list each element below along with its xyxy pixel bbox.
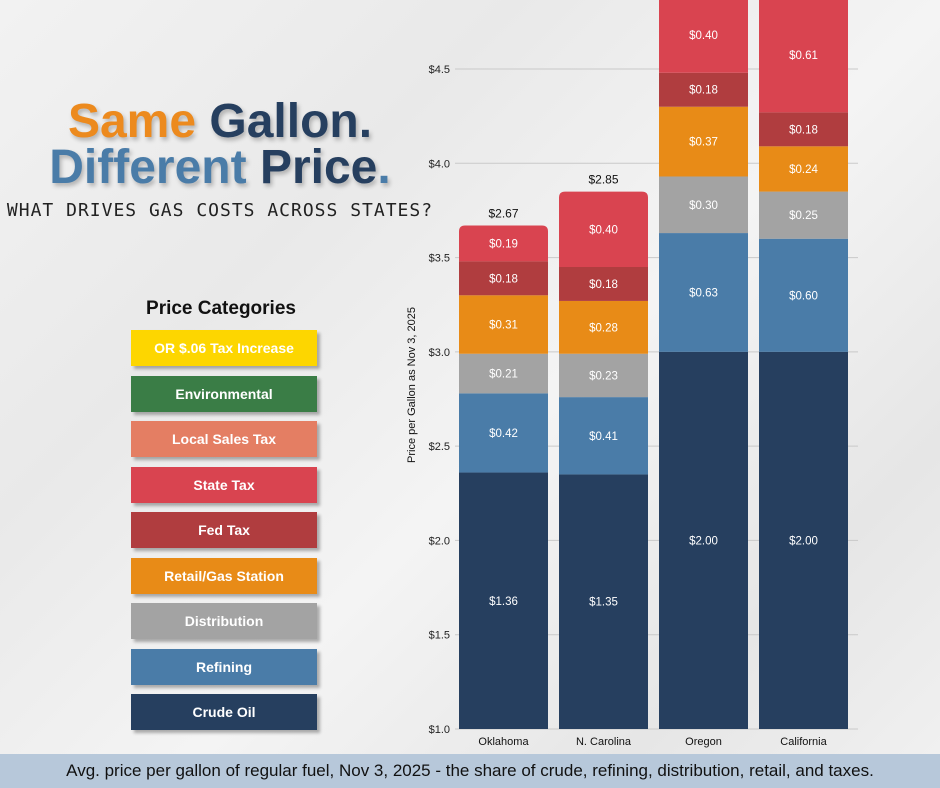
y-tick-label: $4.5 [429,64,450,76]
bar-total-label: $2.85 [588,173,618,187]
bar-segment [559,267,648,301]
legend-item: Retail/Gas Station [131,557,317,594]
segment-label: $0.40 [689,30,718,42]
legend-item: Crude Oil [131,694,317,730]
y-tick-label: $2.0 [429,535,450,547]
segment-label: $0.18 [789,124,818,136]
footer-caption: Avg. price per gallon of regular fuel, N… [0,754,940,788]
segment-label: $1.35 [589,597,618,609]
y-tick-label: $4.0 [429,158,450,170]
bar-segment [559,300,648,354]
title-word-gallon: Gallon. [209,95,373,148]
segment-label: $0.18 [589,279,618,291]
legend-item: OR $.06 Tax Increase [131,330,317,366]
title-word-price: Price [259,141,378,194]
bar-segment [459,225,548,262]
segment-label: $0.37 [689,137,718,149]
segment-label: $0.41 [589,431,618,443]
segment-label: $0.18 [689,85,718,97]
bar-segment [659,0,748,73]
segment-label: $0.42 [489,428,518,440]
y-tick-label: $3.5 [429,253,450,265]
legend-item: Refining [131,648,317,685]
segment-label: $0.63 [689,287,718,299]
x-tick-label: N. Carolina [576,736,632,748]
bar-segment [459,353,548,394]
title-period: . [377,141,391,194]
y-axis-label: Price per Gallon as Nov 3, 2025 [406,307,418,463]
segment-label: $0.18 [489,273,518,285]
bar-segment [559,191,648,268]
bar-segment [659,351,748,729]
segment-label: $2.00 [689,535,718,547]
bar-segment [759,0,848,113]
segment-label: $0.19 [489,238,518,250]
bar-segment [459,261,548,296]
segment-label: $0.30 [689,200,718,212]
x-tick-label: California [780,736,827,748]
segment-label: $0.28 [589,322,618,334]
legend-item: State Tax [131,466,317,503]
title-line-2: Different Price. [0,143,440,193]
segment-label: $2.00 [789,535,818,547]
segment-label: $0.24 [789,164,818,176]
y-tick-label: $1.5 [429,630,450,642]
segment-label: $0.21 [489,369,518,381]
bar-total-label: $2.67 [488,207,518,221]
segment-label: $1.36 [489,596,518,608]
bar-segment [559,474,648,729]
bar-segment [559,353,648,398]
bar-segment [459,472,548,729]
bar-segment [659,176,748,234]
legend-item: Environmental [131,375,317,412]
segment-label: $0.40 [589,224,618,236]
bar-segment [759,351,848,729]
title-line-1: Same Gallon. [0,97,440,147]
bar-segment [759,146,848,192]
bar-segment [759,238,848,352]
bar-segment [459,295,548,354]
legend-item: Distribution [131,603,317,639]
y-tick-label: $2.5 [429,441,450,453]
segment-label: $0.25 [789,210,818,222]
bar-segment [659,72,748,107]
bar-segment [559,397,648,475]
bar-segment [759,112,848,147]
title-word-different: Different [49,141,247,194]
subtitle: WHAT DRIVES GAS COSTS ACROSS STATES? [6,200,434,221]
title-word-same: Same [67,95,197,148]
segment-label: $0.61 [789,50,818,62]
bar-segment [759,191,848,239]
bar-segment [659,233,748,352]
legend-item: Local Sales Tax [131,421,317,457]
x-tick-label: Oregon [685,736,722,748]
x-tick-label: Oklahoma [478,736,529,748]
segment-label: $0.31 [489,320,518,332]
segment-label: $0.23 [589,370,618,382]
segment-label: $0.60 [789,290,818,302]
segment-labels: $1.36 $0.42 $0.21 $0.31 $0.18 $0.19 $1.35 $0.41… [489,30,818,609]
legend-item: Fed Tax [131,512,317,548]
y-tick-label: $3.0 [429,347,450,359]
legend-heading: Price Categories [146,298,296,319]
bar-segment [459,393,548,473]
y-tick-label: $1.0 [429,724,450,736]
bar-segment [659,106,748,177]
